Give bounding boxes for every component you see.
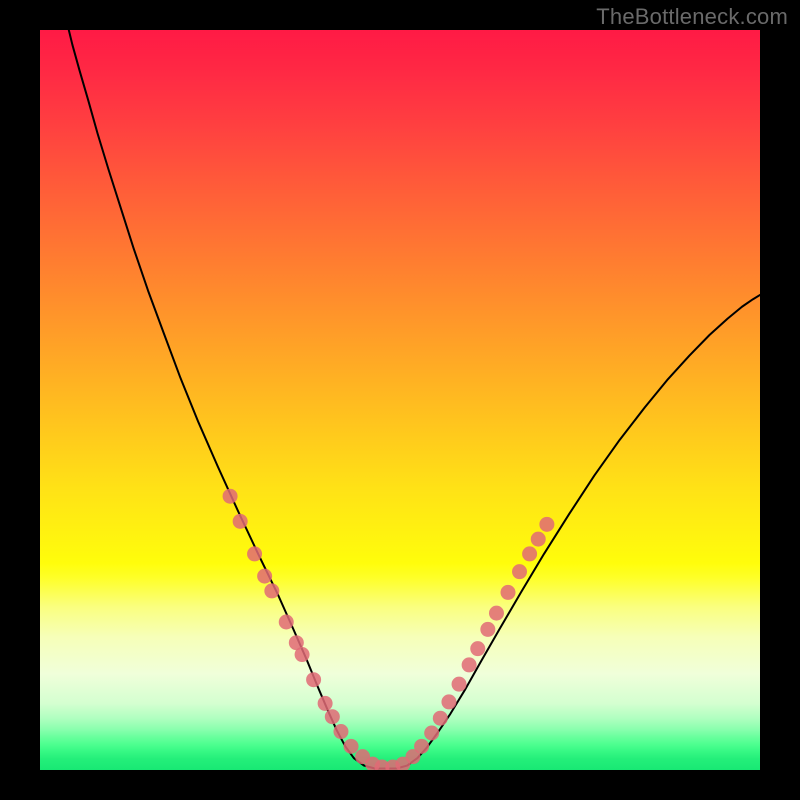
data-marker: [333, 724, 348, 739]
data-marker: [295, 647, 310, 662]
data-marker: [257, 569, 272, 584]
data-marker: [441, 694, 456, 709]
data-marker: [512, 564, 527, 579]
data-marker: [414, 739, 429, 754]
data-marker: [306, 672, 321, 687]
data-marker: [452, 677, 467, 692]
data-marker: [424, 726, 439, 741]
watermark-text: TheBottleneck.com: [596, 4, 788, 30]
data-marker: [489, 606, 504, 621]
data-marker: [539, 517, 554, 532]
data-marker: [233, 514, 248, 529]
bottleneck-chart: [0, 0, 800, 800]
data-marker: [264, 583, 279, 598]
data-marker: [522, 546, 537, 561]
data-marker: [433, 711, 448, 726]
chart-stage: TheBottleneck.com: [0, 0, 800, 800]
data-marker: [501, 585, 516, 600]
data-marker: [344, 739, 359, 754]
data-marker: [318, 696, 333, 711]
data-marker: [279, 615, 294, 630]
data-marker: [247, 546, 262, 561]
data-marker: [480, 622, 495, 637]
data-marker: [325, 709, 340, 724]
data-marker: [531, 532, 546, 547]
data-marker: [462, 657, 477, 672]
data-marker: [223, 489, 238, 504]
data-marker: [470, 641, 485, 656]
